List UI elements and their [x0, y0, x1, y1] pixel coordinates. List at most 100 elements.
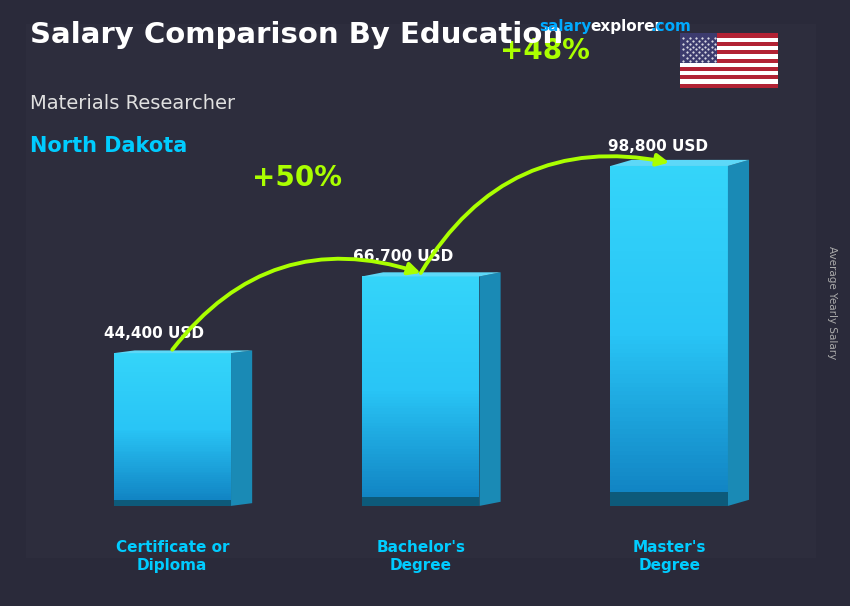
Polygon shape — [610, 183, 728, 187]
Polygon shape — [26, 24, 816, 558]
Polygon shape — [362, 471, 479, 474]
Polygon shape — [610, 204, 728, 208]
Polygon shape — [362, 337, 479, 339]
Polygon shape — [610, 408, 728, 413]
Polygon shape — [114, 471, 231, 473]
Polygon shape — [610, 323, 728, 327]
Polygon shape — [610, 502, 728, 506]
Polygon shape — [610, 331, 728, 336]
Polygon shape — [114, 447, 231, 448]
Polygon shape — [114, 385, 231, 387]
Polygon shape — [610, 166, 728, 170]
Polygon shape — [362, 491, 479, 494]
Polygon shape — [610, 493, 728, 498]
Polygon shape — [114, 453, 231, 454]
Polygon shape — [114, 407, 231, 408]
Polygon shape — [114, 462, 231, 464]
Polygon shape — [610, 442, 728, 447]
Polygon shape — [610, 378, 728, 383]
Polygon shape — [362, 282, 479, 285]
Polygon shape — [114, 448, 231, 450]
Polygon shape — [362, 354, 479, 357]
Polygon shape — [114, 382, 231, 384]
Polygon shape — [362, 457, 479, 460]
Polygon shape — [610, 336, 728, 340]
Polygon shape — [362, 405, 479, 408]
Text: Master's
Degree: Master's Degree — [632, 541, 706, 573]
Polygon shape — [362, 328, 479, 331]
Polygon shape — [610, 413, 728, 417]
Polygon shape — [114, 494, 231, 496]
Polygon shape — [362, 380, 479, 382]
Polygon shape — [114, 431, 231, 433]
Polygon shape — [114, 460, 231, 462]
Polygon shape — [610, 425, 728, 430]
Polygon shape — [114, 439, 231, 441]
Polygon shape — [114, 454, 231, 456]
Polygon shape — [610, 221, 728, 225]
Polygon shape — [362, 285, 479, 288]
Polygon shape — [362, 411, 479, 414]
Polygon shape — [610, 200, 728, 204]
Polygon shape — [610, 255, 728, 259]
Polygon shape — [610, 451, 728, 455]
Bar — [680, 62, 778, 67]
Polygon shape — [362, 299, 479, 302]
Polygon shape — [610, 170, 728, 175]
Polygon shape — [610, 302, 728, 306]
Polygon shape — [114, 504, 231, 506]
Polygon shape — [114, 367, 231, 368]
Polygon shape — [610, 187, 728, 191]
Polygon shape — [362, 291, 479, 294]
Polygon shape — [114, 353, 231, 355]
Polygon shape — [610, 276, 728, 281]
Polygon shape — [114, 350, 252, 353]
Polygon shape — [610, 264, 728, 268]
Polygon shape — [114, 384, 231, 385]
Text: 98,800 USD: 98,800 USD — [608, 139, 708, 154]
Polygon shape — [114, 450, 231, 453]
Polygon shape — [114, 408, 231, 410]
Polygon shape — [610, 208, 728, 213]
Polygon shape — [114, 401, 231, 403]
Polygon shape — [362, 305, 479, 308]
Polygon shape — [610, 230, 728, 234]
Polygon shape — [114, 430, 231, 431]
Bar — [680, 67, 778, 71]
Polygon shape — [610, 289, 728, 293]
Polygon shape — [610, 327, 728, 331]
Polygon shape — [114, 445, 231, 447]
Polygon shape — [610, 374, 728, 378]
Polygon shape — [362, 478, 479, 480]
Polygon shape — [362, 308, 479, 311]
Polygon shape — [362, 402, 479, 405]
Bar — [680, 79, 778, 84]
Polygon shape — [362, 382, 479, 385]
Polygon shape — [610, 459, 728, 464]
Polygon shape — [362, 319, 479, 322]
Polygon shape — [610, 242, 728, 247]
Polygon shape — [728, 160, 749, 506]
Polygon shape — [114, 376, 231, 378]
Polygon shape — [114, 428, 231, 430]
Polygon shape — [610, 348, 728, 353]
Polygon shape — [114, 502, 231, 504]
Polygon shape — [362, 362, 479, 365]
Polygon shape — [610, 481, 728, 485]
Text: +50%: +50% — [252, 164, 342, 192]
Polygon shape — [610, 251, 728, 255]
Polygon shape — [362, 368, 479, 371]
Polygon shape — [362, 408, 479, 411]
Polygon shape — [610, 281, 728, 285]
Polygon shape — [362, 316, 479, 319]
Bar — [680, 42, 778, 46]
Polygon shape — [610, 344, 728, 348]
Polygon shape — [610, 306, 728, 310]
Polygon shape — [362, 486, 479, 488]
Polygon shape — [114, 361, 231, 363]
Polygon shape — [114, 416, 231, 418]
Polygon shape — [362, 480, 479, 483]
Polygon shape — [114, 368, 231, 370]
Polygon shape — [610, 387, 728, 391]
Polygon shape — [610, 247, 728, 251]
